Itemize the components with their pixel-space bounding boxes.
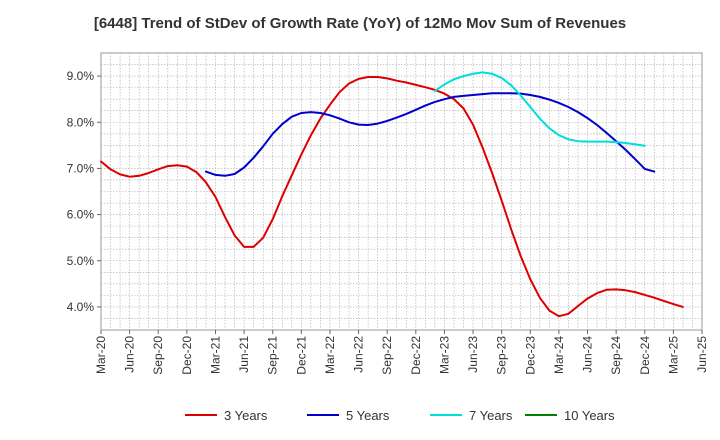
legend-item-3-years: 3 Years: [185, 408, 268, 423]
series-layer: [100, 71, 684, 318]
grid-layer: [101, 53, 702, 330]
y-tick-label: 8.0%: [67, 115, 95, 129]
x-tick-label: Sep-24: [609, 336, 623, 375]
legend-label: 10 Years: [564, 408, 615, 423]
x-tick-label: Mar-22: [323, 336, 337, 374]
y-axis-ticks: 4.0% 5.0% 6.0% 7.0% 8.0% 9.0%: [67, 69, 101, 314]
legend: 3 Years 5 Years 7 Years 10 Years: [185, 408, 615, 423]
x-tick-label: Mar-20: [94, 336, 108, 374]
x-tick-label: Mar-25: [666, 336, 680, 374]
series-line-3-years: [100, 76, 684, 318]
x-axis-ticks: Mar-20 Jun-20 Sep-20 Dec-20 Mar-21 Jun-21 Sep-…: [94, 330, 709, 375]
chart-title: [6448] Trend of StDev of Growth Rate (Yo…: [93, 15, 627, 32]
y-tick-label: 5.0%: [67, 254, 95, 268]
y-tick-label: 9.0%: [67, 69, 95, 83]
x-tick-label: Jun-24: [581, 336, 595, 373]
series-line-7-years: [433, 71, 646, 147]
x-tick-label: Sep-20: [151, 336, 165, 375]
x-tick-label: Mar-21: [208, 336, 222, 374]
legend-item-5-years: 5 Years: [307, 408, 390, 423]
legend-label: 7 Years: [469, 408, 513, 423]
y-tick-label: 4.0%: [67, 300, 95, 314]
x-tick-label: Sep-22: [380, 336, 394, 375]
x-tick-label: Jun-21: [237, 336, 251, 373]
x-tick-label: Jun-22: [352, 336, 366, 373]
y-tick-label: 6.0%: [67, 208, 95, 222]
y-tick-label: 7.0%: [67, 161, 95, 175]
legend-label: 5 Years: [346, 408, 390, 423]
x-tick-label: Mar-24: [552, 336, 566, 374]
legend-item-7-years: 7 Years: [430, 408, 513, 423]
x-tick-label: Jun-25: [695, 336, 709, 373]
x-tick-label: Dec-23: [523, 336, 537, 375]
series-line-5-years: [204, 92, 656, 177]
x-tick-label: Jun-20: [123, 336, 137, 373]
x-tick-label: Sep-21: [266, 336, 280, 375]
x-tick-label: Jun-23: [466, 336, 480, 373]
x-tick-label: Mar-23: [437, 336, 451, 374]
legend-item-10-years: 10 Years: [525, 408, 615, 423]
x-tick-label: Dec-20: [180, 336, 194, 375]
x-tick-label: Sep-23: [495, 336, 509, 375]
x-tick-label: Dec-22: [409, 336, 423, 375]
x-tick-label: Dec-21: [294, 336, 308, 375]
x-tick-label: Dec-24: [638, 336, 652, 375]
legend-label: 3 Years: [224, 408, 268, 423]
